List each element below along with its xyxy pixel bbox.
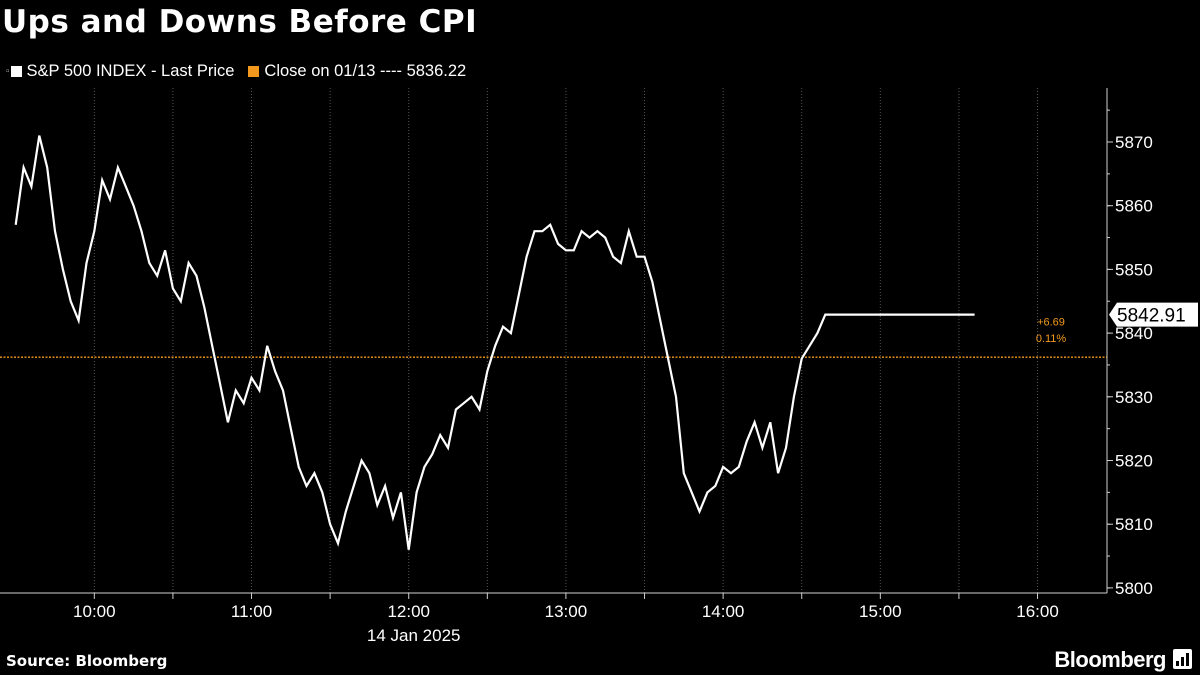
legend-marker-icon: ▫	[6, 65, 10, 77]
legend: ▫ S&P 500 INDEX - Last Price Close on 01…	[6, 60, 480, 82]
legend-item-close: Close on 01/13 ---- 5836.22	[248, 62, 466, 81]
x-tick-label: 12:00	[387, 602, 430, 621]
x-tick-label: 11:00	[231, 602, 272, 621]
bloomberg-chart-icon	[1173, 649, 1192, 669]
y-tick-label: 5820	[1115, 452, 1153, 471]
y-tick-label: 5850	[1115, 260, 1153, 279]
x-tick-label: 10:00	[73, 602, 116, 621]
y-tick-label: 5840	[1115, 324, 1153, 343]
price-line	[14, 135, 975, 550]
y-tick-label: 5830	[1115, 388, 1153, 407]
x-tick-label: 16:00	[1016, 602, 1059, 621]
y-tick-label: 5870	[1115, 133, 1153, 152]
y-tick-label: 5800	[1115, 579, 1153, 598]
legend-label-close: Close on 01/13 ---- 5836.22	[264, 61, 467, 80]
last-price-box	[1109, 302, 1198, 327]
x-tick-label: 15:00	[859, 602, 902, 621]
x-tick-label: 14:00	[702, 602, 745, 621]
legend-item-sp500: ▫ S&P 500 INDEX - Last Price	[6, 62, 234, 81]
legend-label-sp500: S&P 500 INDEX - Last Price	[26, 61, 235, 80]
legend-swatch-white	[10, 65, 22, 77]
chart-title: Ups and Downs Before CPI	[2, 4, 478, 40]
legend-swatch-orange	[248, 65, 260, 77]
x-tick-label: 13:00	[545, 602, 588, 621]
source-note: Source: Bloomberg	[6, 652, 168, 670]
change-pct-label: 0.11%	[1036, 333, 1067, 345]
last-price-label: 5842.91	[1117, 306, 1186, 327]
x-date-label: 14 Jan 2025	[367, 626, 461, 645]
y-tick-label: 5810	[1115, 515, 1153, 534]
bloomberg-logo: Bloomberg	[1054, 647, 1166, 672]
change-label: +6.69	[1037, 316, 1065, 328]
y-tick-label: 5860	[1115, 197, 1153, 216]
